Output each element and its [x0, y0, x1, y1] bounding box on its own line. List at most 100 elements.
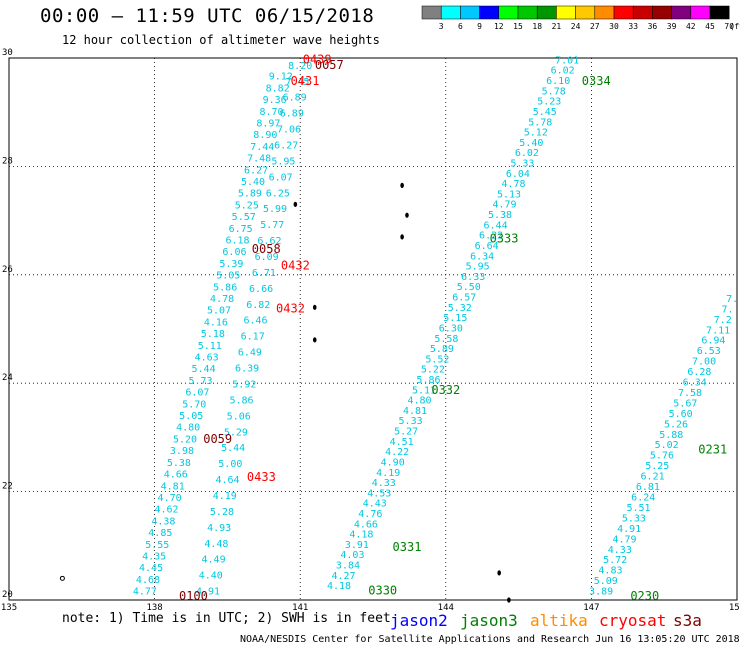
swh-value: 4.70	[158, 493, 182, 504]
pass-time-label: 0431	[291, 74, 320, 88]
swh-value: 4.53	[367, 488, 391, 499]
pass-time-label: 0231	[698, 443, 727, 457]
colorbar-label: 21	[552, 22, 562, 31]
swh-value: 5.25	[645, 461, 669, 472]
swh-value: 5.02	[655, 440, 679, 451]
swh-value: 6.34	[470, 251, 494, 262]
swh-value: 6.04	[506, 169, 530, 180]
swh-value: 4.48	[204, 539, 228, 550]
swh-value: 5.38	[488, 210, 512, 221]
swh-value: 4.80	[176, 423, 200, 434]
island	[312, 337, 317, 343]
swh-value: 5.06	[227, 411, 251, 422]
swh-value: 6.27	[274, 140, 298, 151]
swh-value: 4.45	[139, 563, 163, 574]
swh-value: 4.66	[164, 470, 188, 481]
swh-value: 5.86	[213, 282, 237, 293]
swh-value: 5.58	[434, 334, 458, 345]
swh-value: 4.38	[151, 516, 175, 527]
swh-value: 6.53	[697, 346, 721, 357]
swh-value: 5.76	[650, 451, 674, 462]
swh-value: 7.2	[714, 315, 732, 326]
swh-value: 6.44	[484, 220, 508, 231]
swh-value: 6.18	[226, 236, 250, 247]
pass-time-label: 0330	[368, 584, 397, 598]
swh-value: 4.79	[492, 200, 516, 211]
colorbar-swatch	[556, 5, 576, 20]
swh-value: 6.82	[246, 300, 270, 311]
swh-value: 5.95	[466, 262, 490, 273]
swh-value: 5.33	[399, 416, 423, 427]
colorbar-swatch	[421, 5, 442, 20]
swh-value: 8.70	[259, 107, 283, 118]
pass-time-label: 0334	[582, 74, 611, 88]
island	[497, 570, 501, 576]
swh-value: 5.38	[167, 458, 191, 469]
swh-value: 3.98	[170, 446, 194, 457]
y-tick-label: 30	[2, 48, 13, 58]
swh-value: 5.11	[412, 385, 436, 396]
swh-value: 5.89	[430, 344, 454, 355]
colorbar-swatch	[594, 5, 615, 20]
pass-time-label: 0333	[490, 231, 519, 245]
y-tick-label: 22	[2, 482, 13, 492]
swh-value: 6.46	[243, 316, 267, 327]
colorbar-label: 42	[686, 22, 696, 31]
swh-value: 4.16	[204, 317, 228, 328]
swh-value: 5.78	[542, 86, 566, 97]
swh-value: 5.22	[421, 365, 445, 376]
swh-value: 4.68	[136, 575, 160, 586]
swh-value: 5.72	[603, 555, 627, 566]
swh-value: 5.05	[179, 411, 203, 422]
swh-value: 8.90	[253, 130, 277, 141]
y-tick-label: 24	[2, 373, 13, 383]
swh-value: 4.76	[358, 509, 382, 520]
swh-value: 4.90	[381, 457, 405, 468]
swh-value: 5.44	[192, 364, 216, 375]
colorbar-label: 27	[590, 22, 600, 31]
swh-value: 5.26	[664, 419, 688, 430]
pass-time-label: 0332	[431, 383, 460, 397]
colorbar-label: 3	[439, 22, 444, 31]
swh-value: 4.81	[403, 406, 427, 417]
swh-value: 6.94	[701, 336, 725, 347]
pass-time-label: 0057	[315, 58, 344, 72]
swh-value: 5.11	[198, 341, 222, 352]
colorbar-label: 70	[724, 22, 734, 31]
swh-value: 5.60	[669, 409, 693, 420]
island	[507, 597, 511, 603]
swh-value: 6.75	[229, 224, 253, 235]
swh-value: 4.91	[617, 524, 641, 535]
swh-value: 4.66	[354, 519, 378, 530]
colorbar-label: 24	[571, 22, 581, 31]
swh-value: 6.57	[452, 293, 476, 304]
swh-value: 6.81	[636, 482, 660, 493]
swh-value: 4.43	[363, 499, 387, 510]
swh-value: 4.62	[154, 505, 178, 516]
swh-value: 5.20	[173, 434, 197, 445]
x-tick-label: 141	[292, 603, 308, 613]
swh-value: 8.82	[266, 83, 290, 94]
swh-value: 9.12	[269, 72, 293, 83]
colorbar-label: (ft)	[730, 22, 740, 31]
legend-s3a: s3a	[673, 611, 702, 630]
swh-value: 5.78	[528, 117, 552, 128]
legend-altika: altika	[530, 611, 588, 630]
colorbar-label: 15	[513, 22, 523, 31]
swh-value: 5.15	[443, 313, 467, 324]
swh-value: 5.89	[238, 189, 262, 200]
colorbar-label: 9	[477, 22, 482, 31]
colorbar-swatch	[536, 5, 557, 20]
swh-value: 5.45	[533, 107, 557, 118]
legend-jason3: jason3	[460, 611, 518, 630]
swh-value: 7.00	[692, 357, 716, 368]
swh-value: 4.63	[195, 353, 219, 364]
swh-value: 5.73	[188, 376, 212, 387]
footer-note: note: 1) Time is in UTC; 2) SWH is in fe…	[62, 611, 391, 626]
colorbar-swatch	[575, 5, 596, 20]
swh-value: 5.55	[145, 540, 169, 551]
swh-value: 6.28	[687, 367, 711, 378]
swh-value: 3.91	[345, 540, 369, 551]
swh-value: 5.52	[425, 354, 449, 365]
